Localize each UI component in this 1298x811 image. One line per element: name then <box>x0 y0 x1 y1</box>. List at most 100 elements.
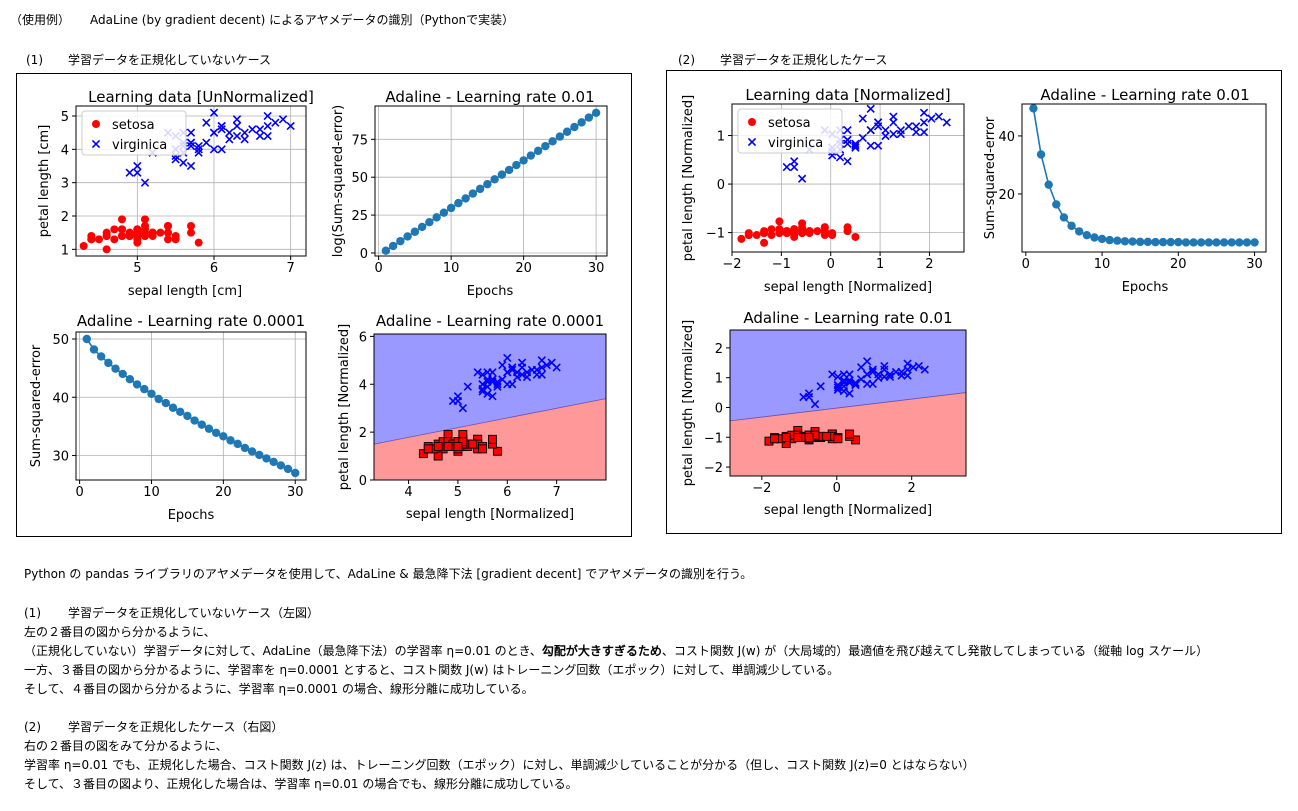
virginica-point <box>488 375 497 384</box>
data-point <box>446 203 456 213</box>
virginica-point <box>248 125 257 134</box>
virginica-point <box>255 125 265 134</box>
virginica-point <box>851 378 860 387</box>
section1-line3: 一方、３番目の図から分かるように、学習率を η=0.0001 とすると、コスト関… <box>24 663 840 677</box>
x-tick-label: 7 <box>287 261 295 276</box>
virginica-point <box>488 392 497 401</box>
data-point <box>388 241 398 251</box>
case1-label: 学習データを正規化していないケース <box>68 53 272 67</box>
y-axis-label: Sum-squared-error <box>29 344 44 467</box>
virginica-point <box>225 128 234 137</box>
virginica-point <box>851 141 860 150</box>
x-tick-label: 1 <box>876 257 884 272</box>
x-tick-label: 10 <box>443 261 460 276</box>
virginica-point <box>232 131 242 141</box>
section2-line1: 右の２番目の図をみて分かるように、 <box>24 739 228 753</box>
setosa-point <box>775 229 784 238</box>
data-point <box>118 369 127 379</box>
data-point <box>140 384 149 394</box>
data-point <box>1242 238 1252 247</box>
virginica-point <box>537 363 546 372</box>
data-point <box>255 450 264 460</box>
chart-adaline-lr00001-decision: 4 5 6 7 0 2 4 6 Adaline - Learning rate 0.0001 se… <box>337 312 607 522</box>
x-tick-label: 2 <box>925 257 933 272</box>
virginica-point <box>903 371 912 380</box>
data-point <box>1113 236 1122 245</box>
legend-label-virginica: virginica <box>112 138 167 153</box>
virginica-point <box>790 162 799 172</box>
x-axis-label: sepal length [Normalized] <box>406 507 574 522</box>
virginica-point <box>255 131 265 141</box>
setosa-point <box>805 227 814 236</box>
setosa-point <box>133 232 142 240</box>
section2-line3: そして、３番目の図より、正規化した場合は、学習率 η=0.01 の場合でも、線形… <box>24 777 578 791</box>
setosa-point <box>804 433 814 443</box>
data-point <box>104 358 113 368</box>
setosa-point <box>433 451 443 461</box>
virginica-point <box>232 115 242 124</box>
data-point <box>454 198 463 208</box>
y-tick-label: 3 <box>61 177 69 192</box>
virginica-point <box>537 356 546 365</box>
virginica-point <box>896 129 905 139</box>
virginica-point <box>919 127 929 137</box>
virginica-point <box>843 139 852 148</box>
virginica-point <box>911 127 921 137</box>
x-tick-label: 0 <box>75 485 83 500</box>
data-point <box>548 137 557 146</box>
chart-learning-data-normalized: −2 −1 0 1 2 −1 0 1 Learning data [Normalized] sep… <box>681 86 965 295</box>
data-point <box>396 236 405 246</box>
data-point <box>283 464 293 474</box>
y-tick-label: 40 <box>52 391 69 406</box>
x-tick-label: 0 <box>833 481 841 496</box>
setosa-point <box>110 225 119 234</box>
setosa-point <box>79 242 88 250</box>
virginica-point <box>202 118 211 127</box>
y-tick-label: 30 <box>52 450 69 465</box>
data-point <box>1135 237 1145 247</box>
virginica-point <box>503 368 512 377</box>
data-point <box>526 151 536 160</box>
setosa-point <box>845 429 854 439</box>
virginica-point <box>903 359 912 368</box>
virginica-point <box>478 387 487 396</box>
setosa-point <box>798 225 807 234</box>
y-tick-label: 50 <box>52 333 69 348</box>
virginica-point <box>508 380 517 389</box>
data-point <box>1174 237 1183 247</box>
setosa-point <box>775 217 784 226</box>
virginica-point <box>278 115 288 124</box>
data-point <box>197 420 206 429</box>
x-tick-label: 10 <box>1094 257 1111 272</box>
virginica-point <box>532 370 542 379</box>
y-tick-label: 6 <box>359 330 367 345</box>
data-point <box>1227 238 1236 247</box>
decision-boundary-line <box>729 392 967 422</box>
x-tick-label: 0 <box>827 257 835 272</box>
data-point <box>276 461 286 470</box>
data-point <box>1120 237 1130 246</box>
x-axis-label: sepal length [Normalized] <box>764 280 932 295</box>
section1-line2-a: （正規化していない）学習データに対して、AdaLine（最急降下法）の学習率 η… <box>24 644 542 658</box>
virginica-point <box>473 368 482 377</box>
data-point <box>168 403 178 412</box>
virginica-point <box>512 372 522 382</box>
virginica-point <box>804 392 814 402</box>
y-tick-label: −1 <box>704 431 723 446</box>
setosa-point <box>752 231 761 240</box>
setosa-point <box>744 231 753 240</box>
setosa-point <box>171 235 180 244</box>
setosa-point <box>458 437 468 447</box>
decision-boundary-line <box>373 398 607 445</box>
setosa-point <box>767 225 776 234</box>
y-tick-label: 50 <box>351 171 368 186</box>
plot-frame <box>373 333 607 481</box>
x-tick-label: 30 <box>287 485 304 500</box>
data-point <box>512 160 521 170</box>
section1-line2-c: 、コスト関数 J(w) が（大局域的）最適値を飛び越えてし発散してしまっている（… <box>661 644 1209 658</box>
setosa-point <box>125 232 134 240</box>
virginica-point <box>488 377 497 387</box>
x-tick-label: 6 <box>503 485 511 500</box>
virginica-point <box>179 158 188 167</box>
data-point <box>1128 237 1137 246</box>
